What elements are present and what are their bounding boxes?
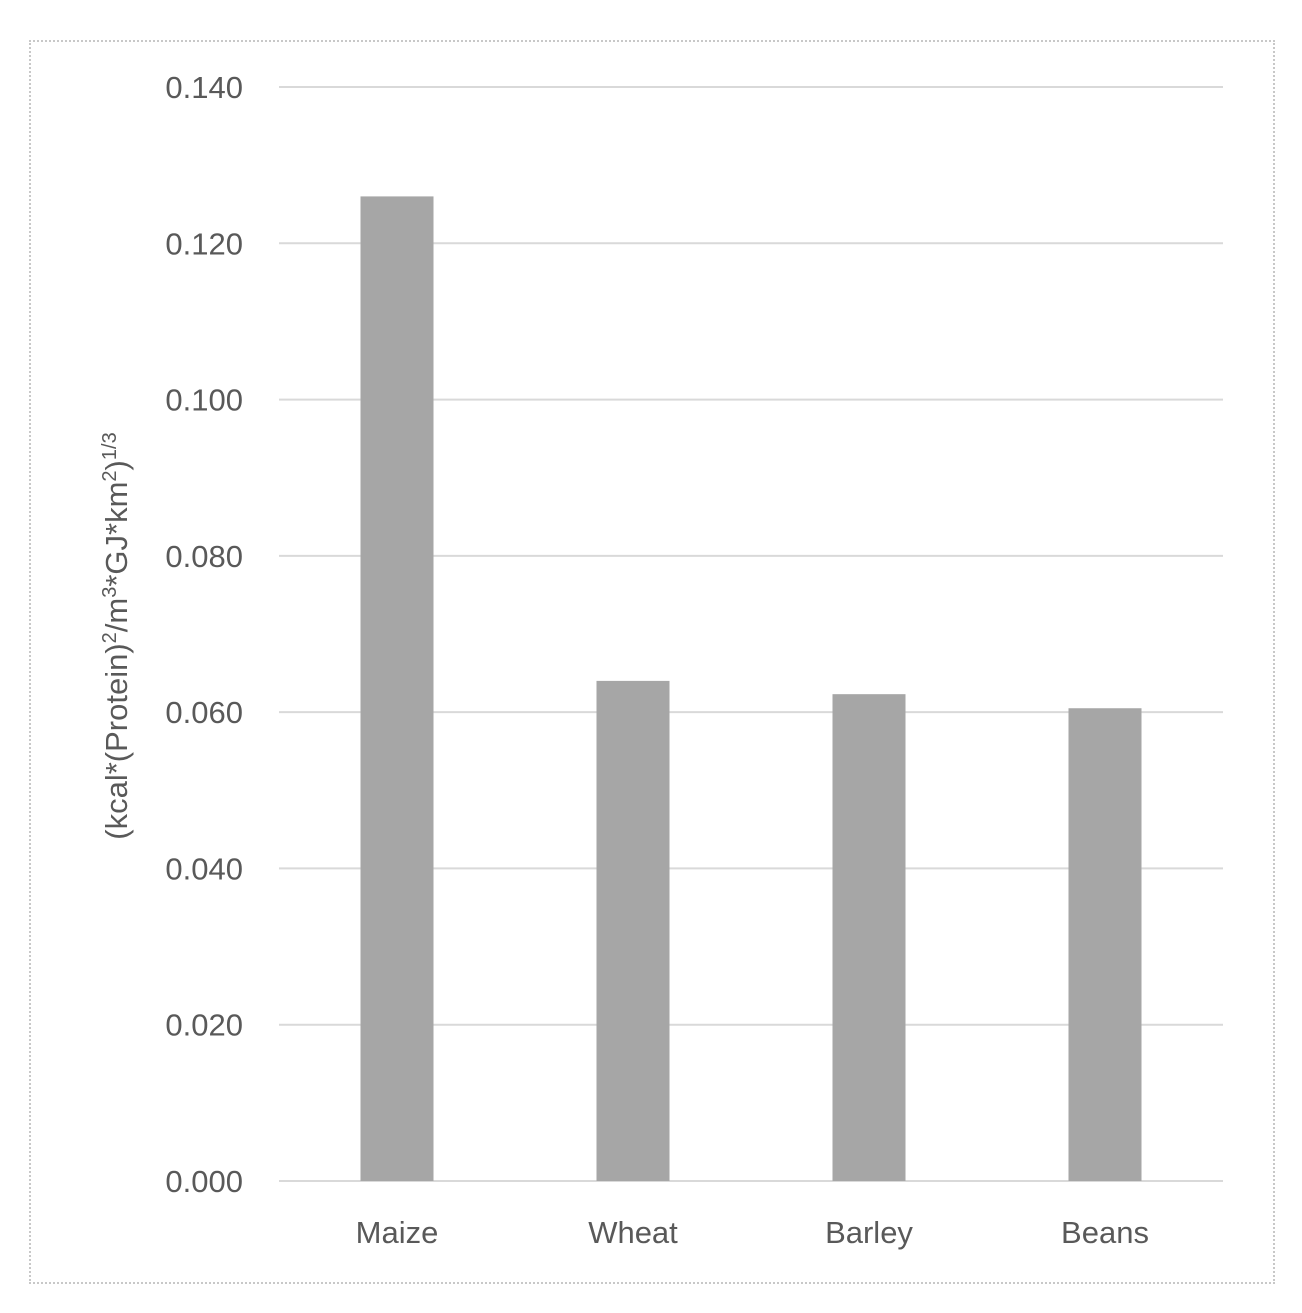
y-tick-label: 0.020 bbox=[165, 1008, 243, 1043]
y-tick-label: 0.120 bbox=[165, 226, 243, 261]
x-category-label: Barley bbox=[825, 1215, 913, 1250]
bar-wheat bbox=[596, 680, 670, 1181]
y-axis-title-part: (kcal*(Protein) bbox=[99, 643, 134, 839]
y-axis-title-part: *GJ*km bbox=[99, 482, 134, 587]
y-axis-title-superscript: 3 bbox=[99, 587, 121, 598]
y-axis-title-superscript: 2 bbox=[99, 470, 121, 481]
chart-frame bbox=[29, 40, 1275, 1284]
gridlines bbox=[279, 86, 1223, 1182]
x-category-label: Beans bbox=[1061, 1215, 1149, 1250]
bar-barley bbox=[832, 694, 906, 1181]
x-category-labels: Maize Wheat Barley Beans bbox=[356, 1215, 1149, 1250]
y-tick-label: 0.140 bbox=[165, 70, 243, 105]
bar-maize bbox=[360, 196, 434, 1181]
bar-beans bbox=[1068, 708, 1142, 1181]
y-axis-title-part: /m bbox=[99, 598, 134, 632]
y-axis-title-part: ) bbox=[99, 460, 134, 470]
x-category-label: Maize bbox=[356, 1215, 439, 1250]
y-axis-title-superscript: 1/3 bbox=[99, 432, 121, 460]
x-category-label: Wheat bbox=[588, 1215, 678, 1250]
y-tick-labels: 0.000 0.020 0.040 0.060 0.080 0.100 0.120 0.140 bbox=[165, 70, 243, 1199]
y-tick-label: 0.040 bbox=[165, 851, 243, 886]
bars bbox=[360, 196, 1142, 1181]
y-tick-label: 0.080 bbox=[165, 539, 243, 574]
y-tick-label: 0.000 bbox=[165, 1164, 243, 1199]
y-axis-title: (kcal*(Protein)2/m3*GJ*km2)1/3 bbox=[99, 432, 134, 839]
y-tick-label: 0.100 bbox=[165, 383, 243, 418]
y-axis-title-superscript: 2 bbox=[99, 632, 121, 643]
y-tick-label: 0.060 bbox=[165, 695, 243, 730]
